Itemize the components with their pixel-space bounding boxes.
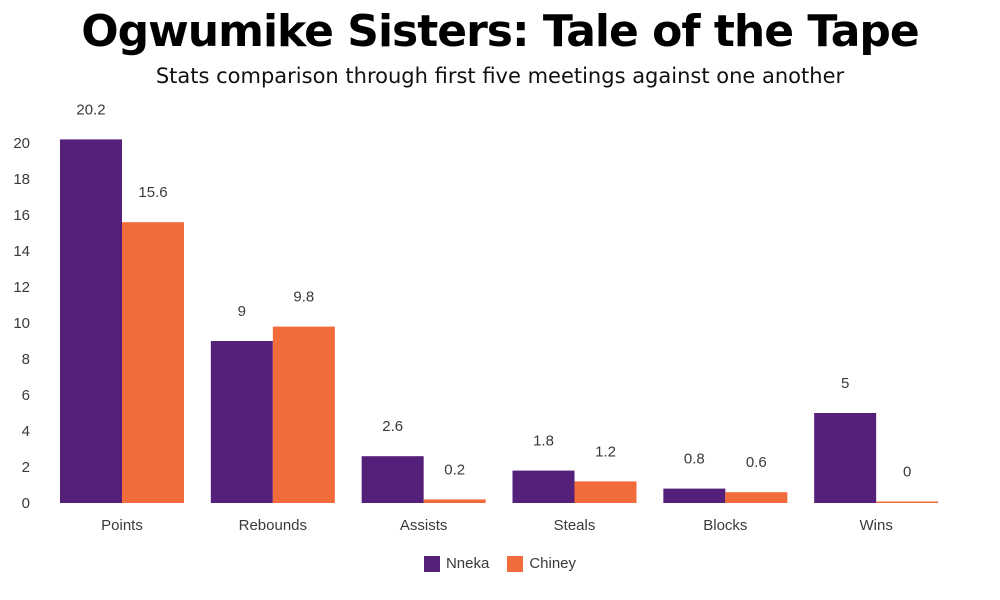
bar-nneka xyxy=(814,413,877,503)
data-label: 9 xyxy=(238,303,246,320)
y-tick-label: 18 xyxy=(13,171,30,188)
data-label: 2.6 xyxy=(382,418,403,435)
chart-subtitle: Stats comparison through first five meet… xyxy=(155,64,845,88)
bar-nneka xyxy=(210,341,273,503)
bar-nneka xyxy=(663,488,726,503)
data-label: 1.8 xyxy=(533,433,554,450)
legend-item-chiney: Chiney xyxy=(507,555,576,572)
legend-label-nneka: Nneka xyxy=(445,555,490,572)
x-category-label: Assists xyxy=(400,517,448,534)
bar-chiney xyxy=(423,499,486,503)
data-label: 0.6 xyxy=(746,454,767,471)
bar-chiney xyxy=(574,481,637,503)
data-label: 5 xyxy=(841,375,849,392)
bar-chiney xyxy=(725,492,788,503)
y-tick-label: 6 xyxy=(22,387,30,404)
bar-chiney xyxy=(272,326,335,503)
data-label: 1.2 xyxy=(595,443,616,460)
data-label: 0.8 xyxy=(684,451,705,468)
y-tick-label: 20 xyxy=(13,135,30,152)
x-category-label: Steals xyxy=(554,517,596,534)
y-tick-label: 2 xyxy=(22,459,30,476)
x-category-label: Blocks xyxy=(703,517,747,534)
legend-item-nneka: Nneka xyxy=(423,555,490,572)
data-label: 20.2 xyxy=(76,101,105,118)
legend-swatch-chiney xyxy=(507,555,524,572)
data-label: 15.6 xyxy=(138,184,167,201)
x-category-label: Wins xyxy=(859,517,892,534)
bar-nneka xyxy=(361,456,424,503)
y-tick-label: 8 xyxy=(22,351,30,368)
bar-chiney xyxy=(122,222,184,503)
chart-title: Ogwumike Sisters: Tale of the Tape xyxy=(81,6,920,57)
y-tick-label: 0 xyxy=(22,495,30,512)
x-category-label: Rebounds xyxy=(239,517,307,534)
y-tick-label: 4 xyxy=(22,423,30,440)
y-tick-label: 10 xyxy=(13,315,30,332)
y-tick-label: 16 xyxy=(13,207,30,224)
chart-legend: Nneka Chiney xyxy=(0,555,1000,572)
y-tick-label: 14 xyxy=(13,243,30,260)
bar-chiney xyxy=(876,501,939,503)
data-label: 0 xyxy=(903,464,911,481)
y-tick-label: 12 xyxy=(13,279,30,296)
legend-swatch-nneka xyxy=(423,555,440,572)
x-category-label: Points xyxy=(101,517,143,534)
bar-nneka xyxy=(512,470,575,503)
legend-label-chiney: Chiney xyxy=(529,555,577,572)
data-label: 0.2 xyxy=(444,461,465,478)
data-label: 9.8 xyxy=(293,289,314,306)
bar-nneka xyxy=(60,139,122,503)
